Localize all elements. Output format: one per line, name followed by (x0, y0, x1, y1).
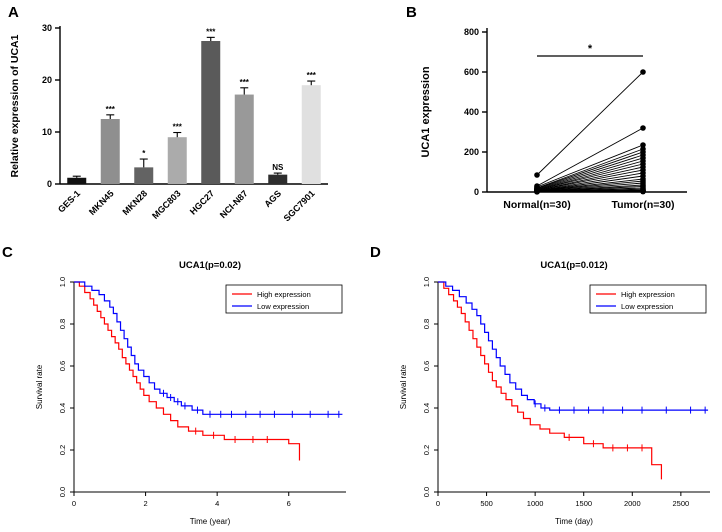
svg-text:UCA1(p=0.02): UCA1(p=0.02) (179, 260, 241, 271)
km-curve-time-year: UCA1(p=0.02) 0.0 0.2 0.4 0.6 0.8 1.0 0 2 4 6 High e… (35, 260, 346, 526)
panel-label-c: C (2, 244, 13, 261)
svg-text:UCA1 expression: UCA1 expression (420, 66, 432, 157)
svg-text:SGC7901: SGC7901 (282, 188, 317, 223)
svg-text:0.6: 0.6 (58, 361, 67, 371)
svg-text:0: 0 (474, 187, 479, 197)
svg-text:1.0: 1.0 (58, 277, 67, 287)
svg-text:0.8: 0.8 (58, 319, 67, 329)
svg-text:GES-1: GES-1 (56, 188, 82, 214)
svg-text:High expression: High expression (257, 290, 311, 299)
svg-text:AGS: AGS (262, 188, 283, 209)
svg-text:Low expression: Low expression (257, 302, 309, 311)
svg-text:NCI-N87: NCI-N87 (218, 188, 250, 220)
svg-text:1.0: 1.0 (422, 277, 431, 287)
paired-plot-normal-tumor: 0 200 400 600 800 * Normal(n=30) Tumor(n=30) UCA… (420, 27, 687, 211)
svg-text:NS: NS (272, 163, 284, 172)
svg-text:600: 600 (464, 67, 479, 77)
svg-text:6: 6 (287, 499, 291, 508)
svg-text:2: 2 (143, 499, 147, 508)
svg-text:***: *** (206, 27, 216, 36)
svg-text:Time (day): Time (day) (555, 517, 593, 526)
svg-text:30: 30 (42, 23, 52, 33)
km-curve-time-day: UCA1(p=0.012) 0.0 0.2 0.4 0.6 0.8 1.0 0 500 1000 1… (399, 260, 710, 526)
svg-text:20: 20 (42, 75, 52, 85)
svg-text:200: 200 (464, 147, 479, 157)
svg-text:1500: 1500 (575, 499, 592, 508)
svg-text:1000: 1000 (527, 499, 544, 508)
svg-text:MKN45: MKN45 (87, 188, 116, 217)
svg-text:Relative expression of UCA1: Relative expression of UCA1 (9, 34, 21, 177)
svg-text:Tumor(n=30): Tumor(n=30) (611, 199, 674, 211)
svg-text:***: *** (307, 71, 317, 80)
svg-text:4: 4 (215, 499, 219, 508)
svg-text:0.6: 0.6 (422, 361, 431, 371)
svg-text:0: 0 (436, 499, 440, 508)
svg-text:***: *** (240, 78, 250, 87)
panel-label-b: B (406, 4, 417, 21)
svg-text:800: 800 (464, 27, 479, 37)
svg-text:2500: 2500 (673, 499, 690, 508)
svg-text:0.4: 0.4 (58, 403, 67, 413)
svg-text:*: * (142, 149, 146, 158)
svg-text:500: 500 (480, 499, 493, 508)
svg-text:400: 400 (464, 107, 479, 117)
svg-text:HGC27: HGC27 (188, 188, 216, 216)
svg-text:2000: 2000 (624, 499, 641, 508)
bar-chart-uca1-cell-lines: 0 10 20 30 GES-1 *** MKN45 * MKN28 *** MGC803 *** HG… (9, 23, 328, 223)
svg-text:0.4: 0.4 (422, 403, 431, 413)
svg-text:High expression: High expression (621, 290, 675, 299)
svg-text:***: *** (173, 123, 183, 132)
svg-text:Normal(n=30): Normal(n=30) (503, 199, 570, 211)
svg-text:MGC803: MGC803 (150, 188, 183, 221)
svg-text:0.0: 0.0 (422, 487, 431, 497)
svg-text:0: 0 (72, 499, 76, 508)
svg-text:0.2: 0.2 (422, 445, 431, 455)
panel-label-d: D (370, 244, 381, 261)
svg-text:*: * (588, 43, 593, 55)
svg-text:0.2: 0.2 (58, 445, 67, 455)
panel-label-a: A (8, 4, 19, 21)
svg-text:UCA1(p=0.012): UCA1(p=0.012) (540, 260, 607, 271)
svg-text:***: *** (106, 105, 116, 114)
svg-text:MKN28: MKN28 (121, 188, 150, 217)
svg-text:0.8: 0.8 (422, 319, 431, 329)
svg-text:Time (year): Time (year) (190, 517, 231, 526)
svg-text:0: 0 (47, 179, 52, 189)
svg-text:Survival rate: Survival rate (399, 364, 408, 409)
svg-text:0.0: 0.0 (58, 487, 67, 497)
svg-text:Low expression: Low expression (621, 302, 673, 311)
svg-text:Survival rate: Survival rate (35, 364, 44, 409)
svg-text:10: 10 (42, 127, 52, 137)
